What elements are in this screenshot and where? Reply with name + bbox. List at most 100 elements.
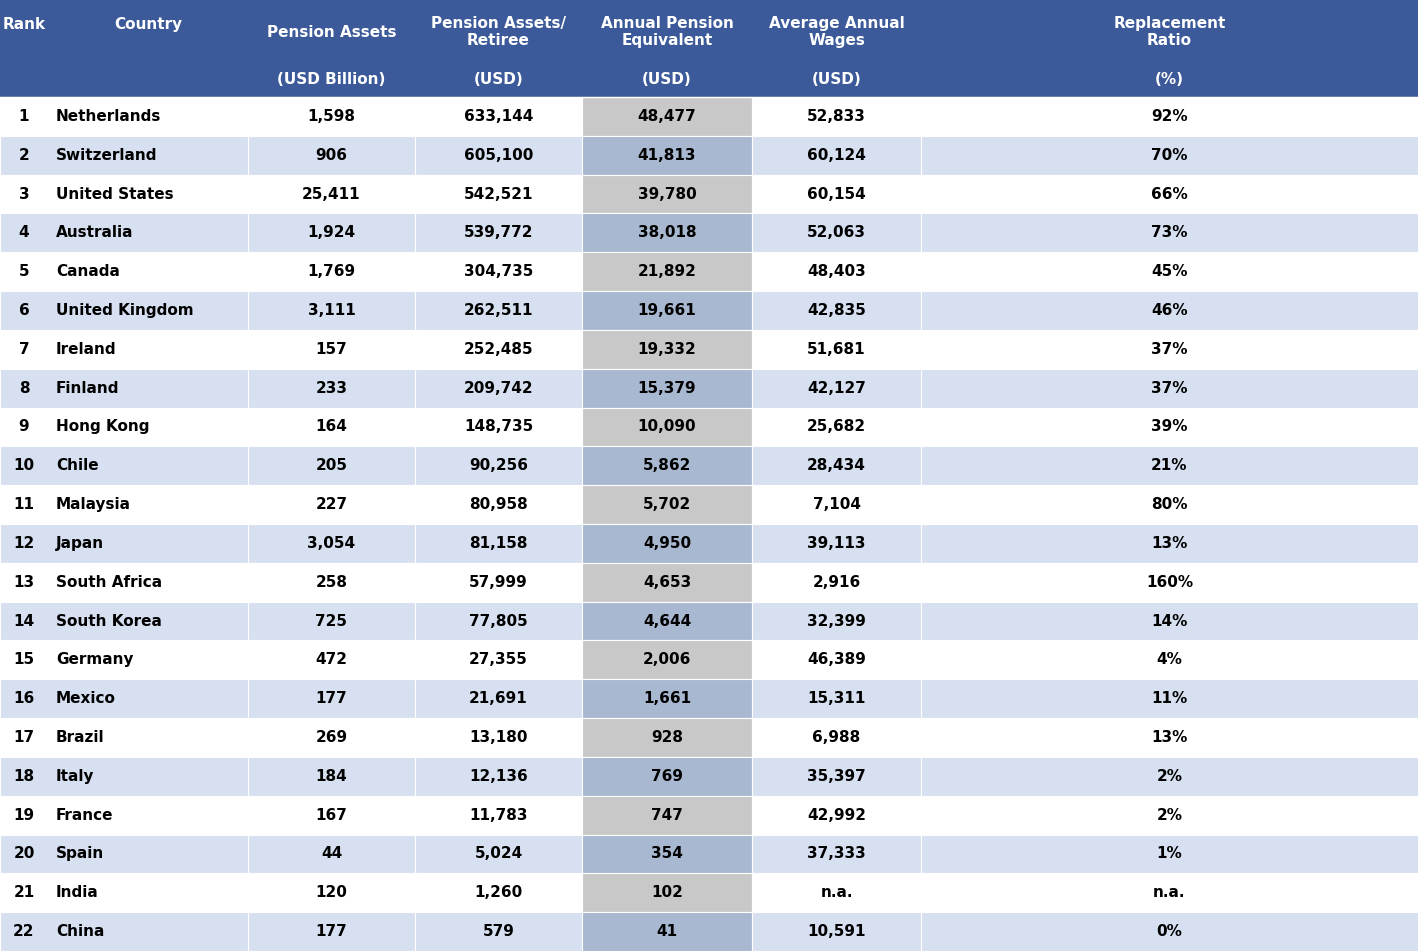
Bar — [415, 524, 581, 563]
Text: 11%: 11% — [1151, 691, 1188, 707]
Bar — [415, 485, 581, 524]
Text: 35,397: 35,397 — [807, 768, 866, 784]
Text: 44: 44 — [320, 846, 342, 862]
Bar — [0, 291, 248, 330]
Text: 1,769: 1,769 — [308, 264, 356, 280]
Text: Finland: Finland — [55, 380, 119, 396]
Text: 28,434: 28,434 — [807, 458, 866, 474]
Bar — [922, 252, 1418, 291]
Bar — [248, 97, 415, 136]
Bar — [0, 252, 248, 291]
Text: Canada: Canada — [55, 264, 121, 280]
Text: 20: 20 — [13, 846, 34, 862]
Bar — [581, 446, 752, 485]
Text: 4%: 4% — [1157, 652, 1183, 668]
Text: 39,780: 39,780 — [638, 186, 696, 202]
Text: 80%: 80% — [1151, 497, 1188, 512]
Text: 51,681: 51,681 — [807, 341, 866, 357]
Text: 769: 769 — [651, 768, 683, 784]
Bar — [0, 213, 248, 252]
Text: 269: 269 — [315, 730, 347, 745]
Bar — [581, 873, 752, 912]
Bar — [752, 912, 922, 951]
Text: Ireland: Ireland — [55, 341, 116, 357]
Bar — [0, 718, 248, 757]
Text: 0%: 0% — [1157, 924, 1183, 939]
Bar — [922, 757, 1418, 796]
Text: 906: 906 — [315, 147, 347, 163]
Bar — [248, 175, 415, 213]
Bar — [415, 796, 581, 835]
Bar — [922, 330, 1418, 369]
Bar — [581, 602, 752, 640]
Bar — [0, 369, 248, 408]
Text: 1: 1 — [18, 109, 30, 124]
Text: 32,399: 32,399 — [807, 613, 866, 629]
Bar — [0, 0, 248, 97]
Bar — [922, 175, 1418, 213]
Bar — [415, 175, 581, 213]
Text: 725: 725 — [315, 613, 347, 629]
Bar — [248, 213, 415, 252]
Bar — [752, 369, 922, 408]
Bar — [581, 408, 752, 446]
Text: 13%: 13% — [1151, 730, 1188, 745]
Bar — [248, 912, 415, 951]
Bar — [922, 563, 1418, 602]
Text: 42,835: 42,835 — [807, 303, 866, 318]
Text: 148,735: 148,735 — [464, 419, 533, 435]
Bar — [415, 912, 581, 951]
Text: 120: 120 — [316, 885, 347, 901]
Text: 11,783: 11,783 — [469, 807, 527, 823]
Text: 80,958: 80,958 — [469, 497, 527, 512]
Bar — [752, 796, 922, 835]
Bar — [0, 136, 248, 175]
Bar — [0, 563, 248, 602]
Text: (USD): (USD) — [811, 72, 861, 87]
Text: 3,054: 3,054 — [308, 536, 356, 551]
Text: 177: 177 — [316, 924, 347, 939]
Text: 10,090: 10,090 — [638, 419, 696, 435]
Bar — [581, 330, 752, 369]
Bar — [752, 446, 922, 485]
Bar — [415, 408, 581, 446]
Text: 2%: 2% — [1157, 768, 1183, 784]
Bar — [581, 136, 752, 175]
Bar — [0, 97, 248, 136]
Text: 39%: 39% — [1151, 419, 1188, 435]
Bar — [248, 291, 415, 330]
Text: 14%: 14% — [1151, 613, 1188, 629]
Bar — [752, 679, 922, 718]
Text: 21: 21 — [13, 885, 34, 901]
Text: 66%: 66% — [1151, 186, 1188, 202]
Text: 1,260: 1,260 — [475, 885, 523, 901]
Bar — [752, 757, 922, 796]
Bar — [0, 524, 248, 563]
Text: 15: 15 — [13, 652, 34, 668]
Text: 304,735: 304,735 — [464, 264, 533, 280]
Text: 19: 19 — [13, 807, 34, 823]
Bar — [922, 446, 1418, 485]
Text: 8: 8 — [18, 380, 30, 396]
Bar — [248, 640, 415, 679]
Text: 160%: 160% — [1146, 574, 1193, 590]
Bar — [248, 835, 415, 873]
Text: 4,644: 4,644 — [642, 613, 691, 629]
Bar — [752, 175, 922, 213]
Bar — [0, 175, 248, 213]
Text: 2,006: 2,006 — [642, 652, 691, 668]
Bar — [248, 408, 415, 446]
Text: 21,892: 21,892 — [638, 264, 696, 280]
Bar — [752, 640, 922, 679]
Bar — [922, 213, 1418, 252]
Text: 6,988: 6,988 — [813, 730, 861, 745]
Text: 205: 205 — [315, 458, 347, 474]
Text: 48,477: 48,477 — [638, 109, 696, 124]
Text: South Korea: South Korea — [55, 613, 162, 629]
Text: 1,924: 1,924 — [308, 225, 356, 241]
Text: 542,521: 542,521 — [464, 186, 533, 202]
Text: 25,411: 25,411 — [302, 186, 360, 202]
Text: India: India — [55, 885, 99, 901]
Text: Malaysia: Malaysia — [55, 497, 130, 512]
Bar — [248, 369, 415, 408]
